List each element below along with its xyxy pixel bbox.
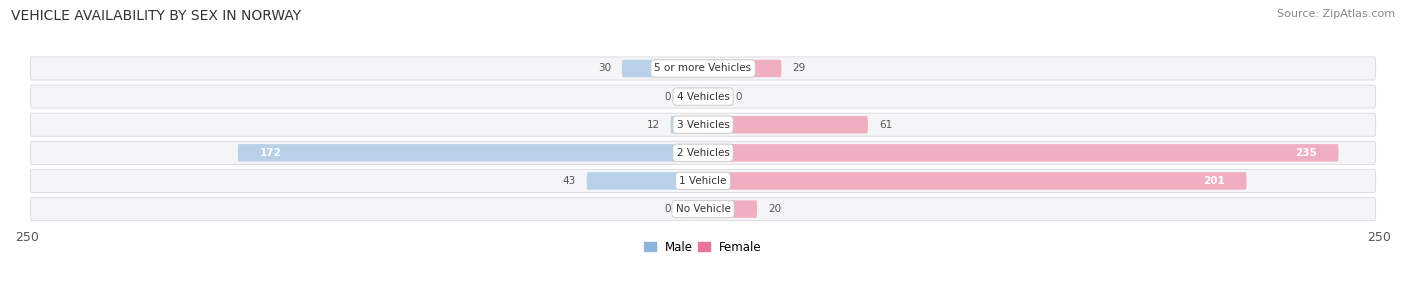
Text: 5 or more Vehicles: 5 or more Vehicles [654,63,752,74]
Legend: Male, Female: Male, Female [640,236,766,258]
FancyBboxPatch shape [31,113,1375,136]
Text: 30: 30 [598,63,612,74]
Text: No Vehicle: No Vehicle [675,204,731,214]
Text: 0: 0 [735,92,742,102]
FancyBboxPatch shape [703,200,756,218]
FancyBboxPatch shape [586,172,703,190]
Text: 20: 20 [768,204,780,214]
Text: 4 Vehicles: 4 Vehicles [676,92,730,102]
Text: 3 Vehicles: 3 Vehicles [676,120,730,130]
Text: 2 Vehicles: 2 Vehicles [676,148,730,158]
FancyBboxPatch shape [682,200,703,218]
Text: VEHICLE AVAILABILITY BY SEX IN NORWAY: VEHICLE AVAILABILITY BY SEX IN NORWAY [11,9,301,23]
Text: 0: 0 [664,92,671,102]
Text: 12: 12 [647,120,659,130]
Text: 172: 172 [260,148,281,158]
Text: 1 Vehicle: 1 Vehicle [679,176,727,186]
FancyBboxPatch shape [703,60,782,77]
FancyBboxPatch shape [31,141,1375,164]
FancyBboxPatch shape [621,60,703,77]
Text: 235: 235 [1295,148,1317,158]
Text: Source: ZipAtlas.com: Source: ZipAtlas.com [1277,9,1395,19]
FancyBboxPatch shape [671,116,703,133]
Text: 0: 0 [664,204,671,214]
FancyBboxPatch shape [31,198,1375,221]
Text: 43: 43 [562,176,576,186]
FancyBboxPatch shape [31,169,1375,192]
FancyBboxPatch shape [238,144,703,162]
FancyBboxPatch shape [703,172,1247,190]
FancyBboxPatch shape [703,116,868,133]
Text: 61: 61 [879,120,891,130]
FancyBboxPatch shape [703,88,724,105]
Text: 201: 201 [1204,176,1225,186]
FancyBboxPatch shape [682,88,703,105]
FancyBboxPatch shape [31,57,1375,80]
FancyBboxPatch shape [703,144,1339,162]
Text: 29: 29 [792,63,806,74]
FancyBboxPatch shape [31,85,1375,108]
